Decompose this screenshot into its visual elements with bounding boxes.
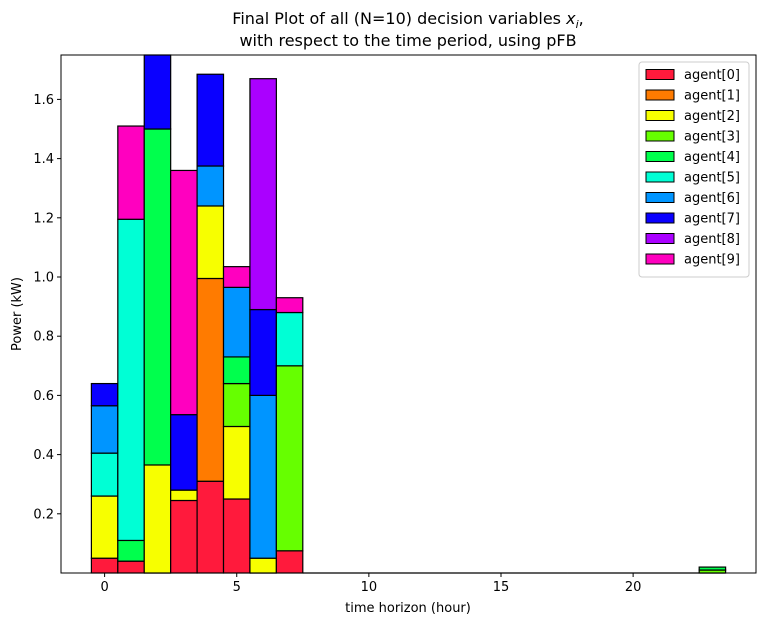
x-tick-label: 0	[100, 580, 108, 595]
legend-label: agent[5]	[684, 171, 740, 186]
legend: agent[0] agent[1] agent[2] agent[3] agent[4]…	[638, 61, 750, 278]
x-axis-ticks: 0 5 10 15 20	[100, 573, 641, 595]
legend-swatch	[645, 171, 675, 183]
bar-segment	[222, 425, 251, 500]
bar-segment	[196, 205, 225, 280]
bar-segment	[90, 452, 119, 497]
legend-label: agent[7]	[684, 212, 740, 227]
y-tick-label: 0.6	[33, 389, 54, 404]
y-tick-label: 0.8	[33, 330, 54, 345]
bar-segment	[90, 405, 119, 454]
bar-segment	[90, 382, 119, 407]
y-tick-label: 1.4	[33, 152, 54, 167]
x-tick-label: 20	[625, 580, 642, 595]
bar-segment	[117, 218, 145, 542]
bar-segment	[275, 550, 304, 574]
bar-segment	[249, 394, 277, 559]
legend-swatch	[645, 130, 675, 142]
bar-segment	[222, 382, 251, 428]
bar-segment	[196, 277, 225, 482]
chart-title: Final Plot of all (N=10) decision variab…	[232, 9, 583, 50]
bar-segment	[698, 566, 727, 571]
bar-segment	[170, 169, 198, 416]
legend-label: agent[1]	[684, 89, 740, 104]
x-axis-label: time horizon (hour)	[345, 601, 471, 616]
bar-segment	[222, 498, 251, 574]
legend-swatch	[645, 233, 675, 244]
bar-segment	[170, 414, 198, 491]
legend-label: agent[8]	[684, 232, 740, 247]
y-axis-label: Power (kW)	[10, 277, 25, 351]
y-axis-ticks: 0.2 0.4 0.6 0.8 1.0 1.2 1.4 1.6	[33, 93, 61, 522]
title-math-subscript: i	[576, 18, 579, 31]
legend-swatch	[645, 69, 675, 80]
bar-segment	[143, 128, 172, 466]
chart-title-line-2: with respect to the time period, using p…	[239, 31, 576, 50]
title-text-main: Final Plot of all (N=10) decision variab…	[232, 9, 566, 28]
legend-label: agent[9]	[684, 253, 740, 268]
x-tick-label: 15	[493, 580, 510, 595]
bar-segment	[275, 297, 304, 314]
bars-group	[90, 54, 727, 574]
chart-title-line-1: Final Plot of all (N=10) decision variab…	[232, 9, 583, 31]
plot-area	[60, 54, 757, 574]
bar-segment	[249, 557, 277, 574]
bar-segment	[249, 308, 277, 396]
y-tick-label: 1.2	[33, 211, 54, 226]
legend-swatch	[645, 253, 675, 265]
bar-segment	[196, 480, 225, 574]
legend-swatch	[645, 89, 675, 101]
x-tick-label: 10	[361, 580, 378, 595]
bar-segment	[170, 499, 198, 574]
bar-segment	[143, 54, 172, 130]
bar-segment	[170, 489, 198, 502]
y-tick-label: 0.4	[33, 448, 54, 463]
y-tick-label: 1.6	[33, 93, 54, 108]
bar-segment	[275, 311, 304, 367]
legend-swatch	[645, 110, 675, 121]
bar-segment	[275, 365, 304, 552]
axes-frame	[60, 54, 757, 574]
bar-segment	[222, 266, 251, 288]
legend-swatch	[645, 212, 675, 224]
bar-segment	[143, 464, 172, 574]
legend-label: agent[4]	[684, 150, 740, 165]
legend-swatch	[645, 151, 675, 162]
bar-segment	[222, 286, 251, 358]
title-comma: ,	[579, 9, 584, 28]
legend-swatch	[645, 192, 675, 203]
bar-segment	[117, 539, 145, 562]
y-tick-label: 1.0	[33, 271, 54, 286]
legend-label: agent[0]	[684, 68, 740, 83]
title-math-var: x	[565, 9, 576, 28]
legend-label: agent[3]	[684, 130, 740, 145]
legend-label: agent[6]	[684, 191, 740, 206]
bar-segment	[196, 73, 225, 167]
bar-segment	[196, 165, 225, 207]
bar-segment	[117, 125, 145, 220]
legend-entries: agent[0] agent[1] agent[2] agent[3] agent[4]…	[645, 68, 740, 268]
bar-segment	[249, 78, 277, 311]
legend-label: agent[2]	[684, 109, 740, 124]
y-tick-label: 0.2	[33, 507, 54, 522]
bar-segment	[222, 356, 251, 385]
bar-segment	[117, 560, 145, 574]
bar-segment	[90, 557, 119, 574]
x-tick-label: 5	[233, 580, 241, 595]
bar-segment	[90, 495, 119, 559]
